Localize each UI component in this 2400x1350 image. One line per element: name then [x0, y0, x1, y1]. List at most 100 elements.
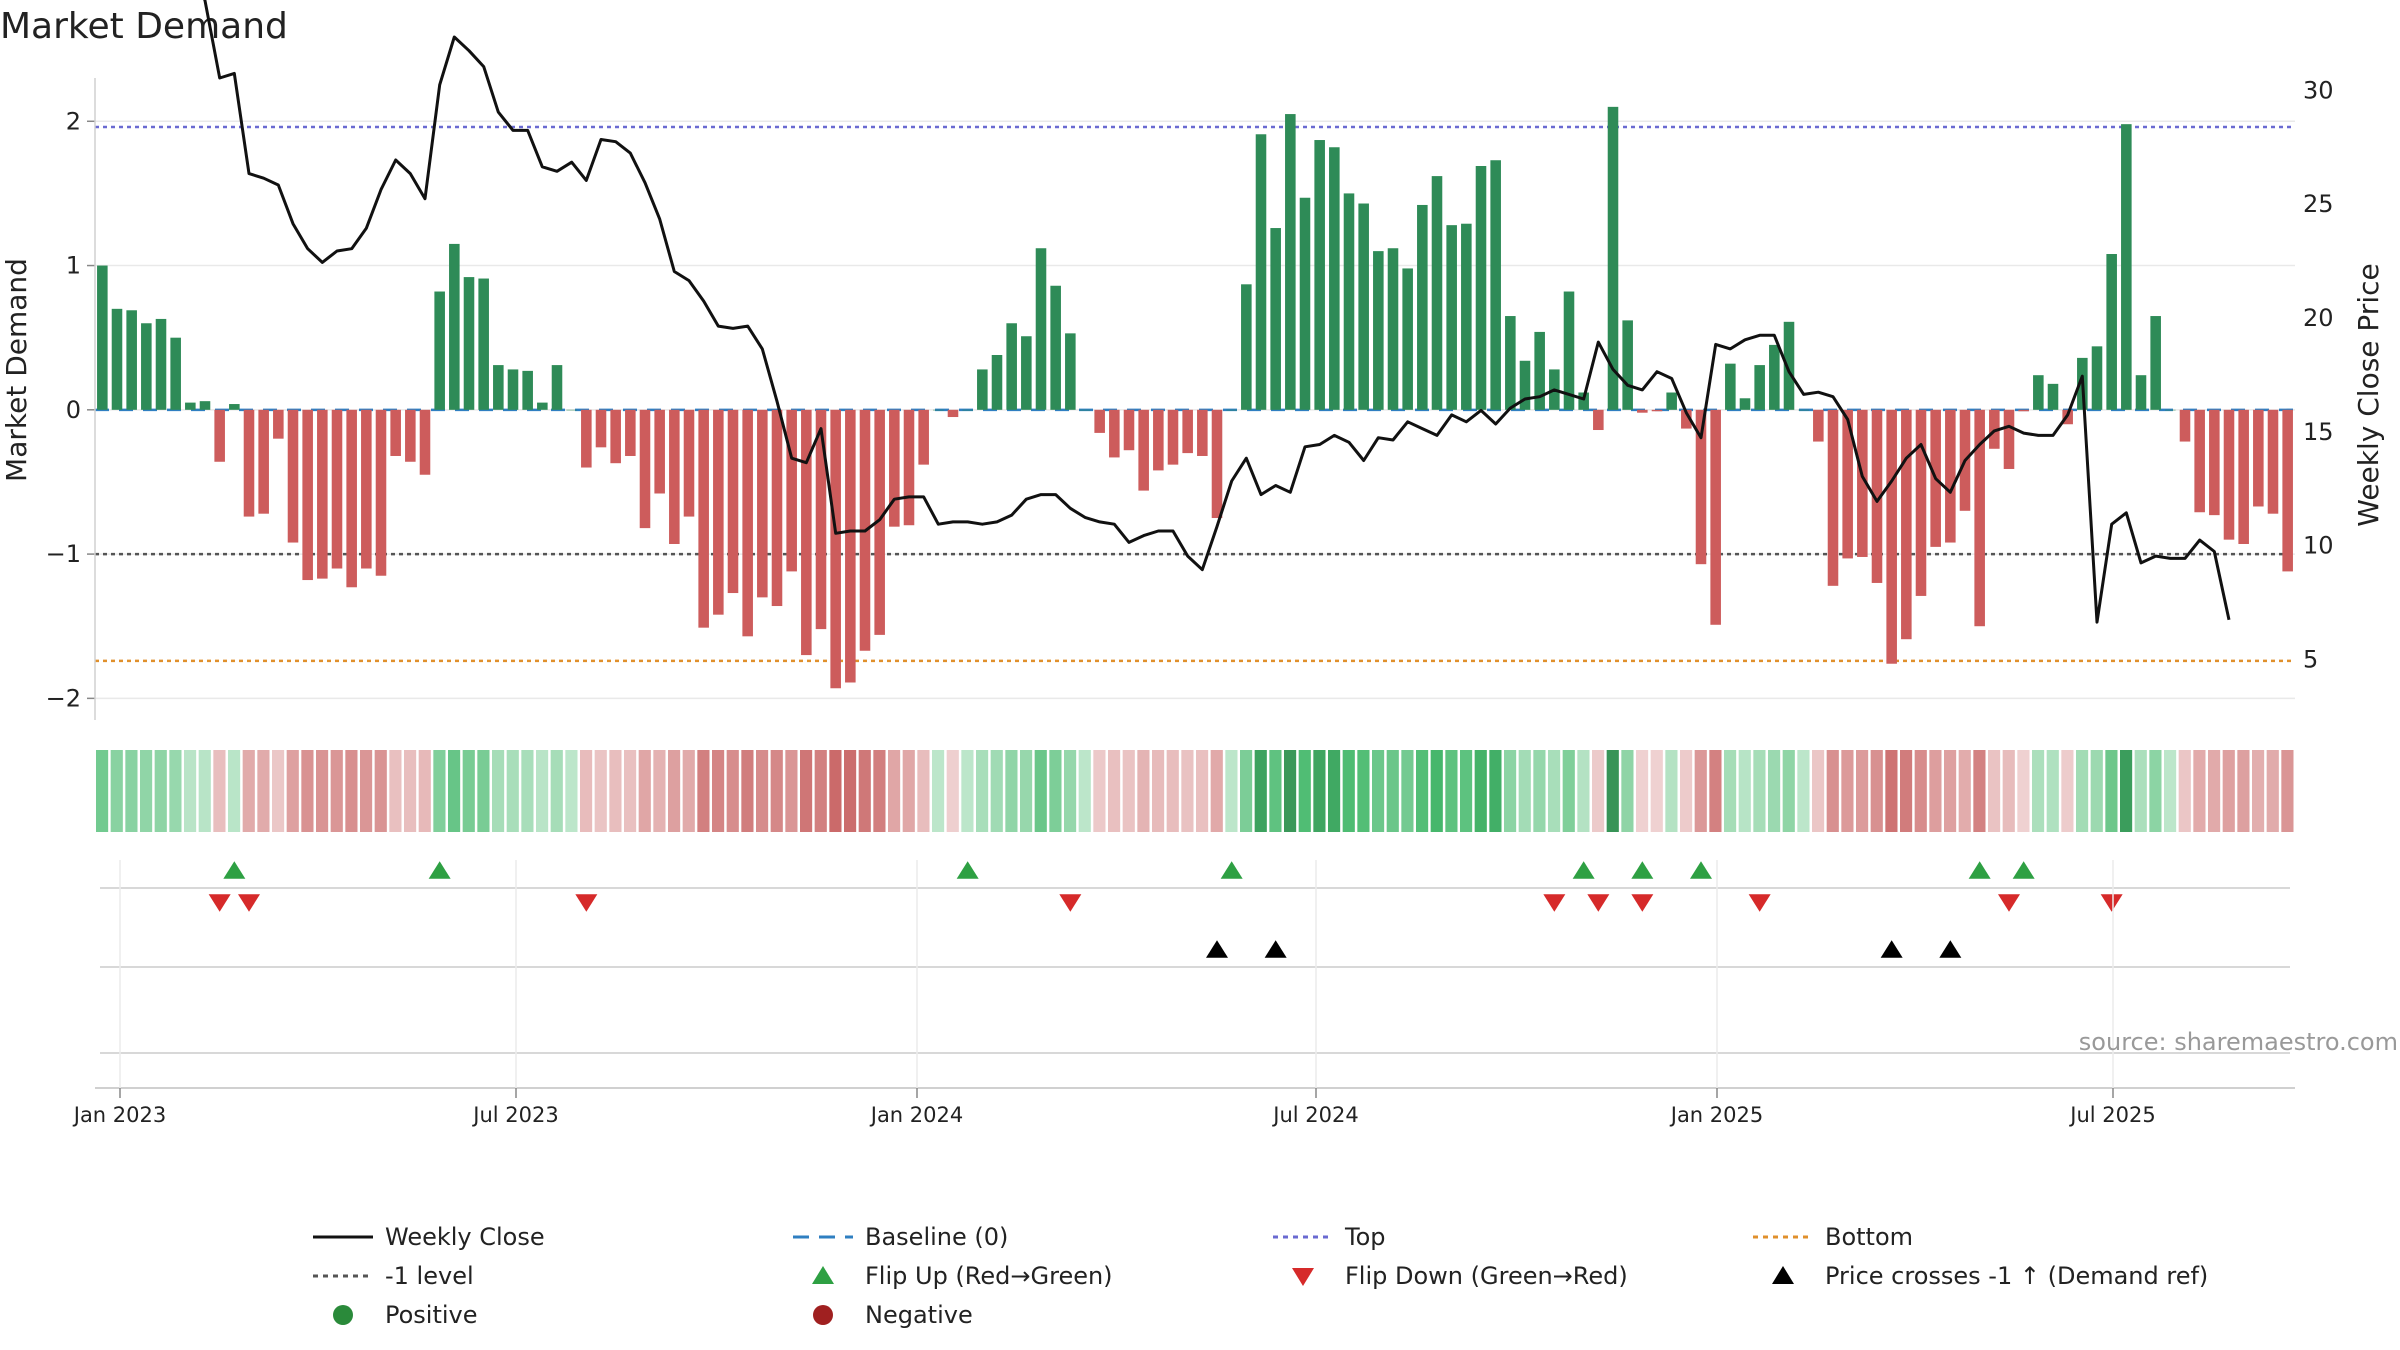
heat-cell: [1577, 750, 1590, 832]
heat-cell: [1401, 750, 1414, 832]
heat-cell: [1914, 750, 1927, 832]
heat-cell: [316, 750, 329, 832]
flip-down-marker: [1998, 894, 2020, 912]
demand-bar-negative: [1989, 409, 2000, 449]
demand-bar-negative: [610, 409, 621, 464]
demand-bar-positive: [1065, 333, 1076, 410]
heat-cell: [1680, 750, 1693, 832]
demand-bar-negative: [654, 409, 665, 494]
heat-cell: [1885, 750, 1898, 832]
demand-bar-positive: [199, 401, 211, 410]
x-tick-label: Jul 2025: [2068, 1103, 2155, 1127]
heat-cell: [433, 750, 446, 832]
heat-cell: [990, 750, 1003, 832]
legend-item: Top: [1273, 1223, 1386, 1251]
demand-bar-negative: [2018, 409, 2029, 412]
heat-cell: [2134, 750, 2147, 832]
heat-cell: [1665, 750, 1678, 832]
demand-bar-negative: [1211, 409, 1223, 519]
y2-tick-label: 10: [2303, 532, 2334, 560]
heat-cell: [1768, 750, 1781, 832]
demand-bar-positive: [2121, 124, 2132, 410]
heat-cell: [1929, 750, 1942, 832]
demand-bar-negative: [742, 409, 753, 637]
legend-item: Positive: [333, 1301, 478, 1329]
heat-cell: [1518, 750, 1531, 832]
y-tick-label: 0: [66, 396, 81, 424]
flip-up-marker: [1968, 861, 1991, 879]
demand-bar-negative: [2179, 409, 2191, 442]
demand-bar-negative: [243, 409, 255, 517]
legend-item: Price crosses -1 ↑ (Demand ref): [1772, 1262, 2208, 1290]
heat-cell: [873, 750, 886, 832]
heat-cell: [1020, 750, 1033, 832]
demand-bar-negative: [390, 409, 401, 456]
demand-bar-negative: [2282, 409, 2293, 572]
heat-cell: [1856, 750, 1869, 832]
heat-cell: [2017, 750, 2030, 832]
heat-cell: [1152, 750, 1165, 832]
flip-down-marker: [1748, 894, 1771, 912]
flip-down-marker: [1587, 894, 1610, 912]
heat-cell: [169, 750, 182, 832]
heat-cell: [932, 750, 945, 832]
demand-bar-negative: [2209, 409, 2220, 516]
demand-bar-positive: [1475, 166, 1487, 410]
heat-cell: [2266, 750, 2279, 832]
heat-cell: [1034, 750, 1047, 832]
flip-up-marker: [1572, 861, 1595, 879]
demand-bar-positive: [1050, 285, 1061, 410]
heat-cell: [330, 750, 343, 832]
heat-cell: [829, 750, 842, 832]
legend-label: Top: [1344, 1223, 1386, 1251]
legend-label: Price crosses -1 ↑ (Demand ref): [1825, 1262, 2208, 1290]
demand-bar-positive: [507, 369, 519, 410]
heat-cell: [1460, 750, 1473, 832]
heat-cell: [1181, 750, 1194, 832]
reference-lines: [95, 125, 2295, 663]
price-cross-marker: [1939, 940, 1962, 958]
demand-bar-positive: [434, 291, 445, 410]
demand-bar-negative: [874, 409, 885, 635]
demand-bar-positive: [1270, 228, 1281, 410]
demand-bar-positive: [566, 409, 577, 411]
demand-bar-negative: [1153, 409, 1164, 471]
demand-bar-positive: [1255, 134, 1267, 410]
heat-cell: [1122, 750, 1135, 832]
heat-cell: [2178, 750, 2191, 832]
demand-bar-negative: [1182, 409, 1193, 454]
demand-bar-positive: [141, 323, 152, 410]
heat-cell: [1738, 750, 1751, 832]
demand-bar-negative: [815, 409, 827, 630]
demand-bar-negative: [786, 409, 797, 572]
heat-cell: [1298, 750, 1311, 832]
demand-bar-negative: [801, 409, 812, 656]
heat-cell: [726, 750, 739, 832]
heat-cell: [2032, 750, 2045, 832]
demand-bar-positive: [185, 402, 196, 410]
demand-bar-positive: [1578, 392, 1589, 410]
heat-cell: [844, 750, 857, 832]
y-tick-label: 2: [66, 107, 81, 135]
heat-cell: [2149, 750, 2162, 832]
demand-bar-positive: [1241, 284, 1252, 410]
heat-cell: [2061, 750, 2074, 832]
y-tick-label: −1: [46, 540, 81, 568]
heat-cell: [1005, 750, 1018, 832]
demand-bar-negative: [771, 409, 783, 607]
flip-up-marker: [428, 861, 451, 879]
demand-bar-negative: [1886, 409, 1897, 664]
demand-bar-positive: [1417, 204, 1428, 410]
demand-bar-negative: [1974, 409, 1985, 627]
heat-cell: [1313, 750, 1326, 832]
demand-bar-positive: [1402, 268, 1413, 410]
demand-bar-positive: [1299, 197, 1311, 410]
legend-item: -1 level: [313, 1262, 474, 1290]
heat-cell: [404, 750, 417, 832]
demand-bar-negative: [1651, 409, 1663, 412]
flip-down-marker: [238, 894, 260, 912]
demand-bar-positive: [1314, 140, 1325, 410]
demand-bar-positive: [493, 365, 504, 410]
x-tick-label: Jul 2023: [471, 1103, 558, 1127]
